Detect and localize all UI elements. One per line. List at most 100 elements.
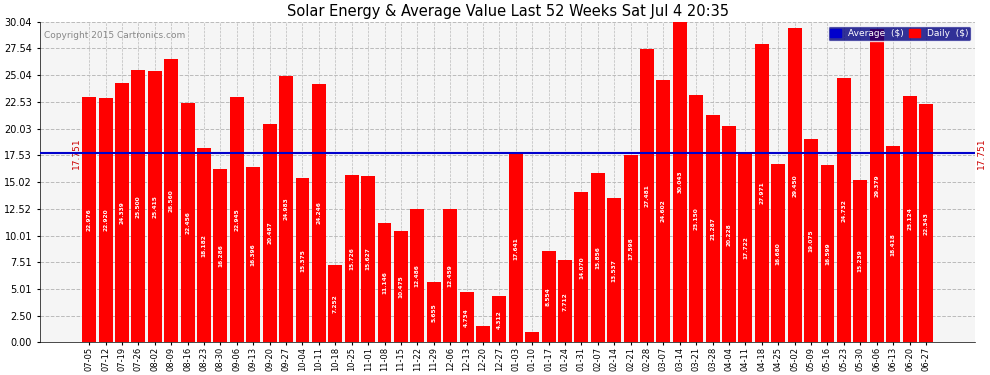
Text: 15.375: 15.375	[300, 249, 305, 272]
Text: 29.450: 29.450	[792, 174, 797, 196]
Text: 23.124: 23.124	[907, 207, 912, 230]
Bar	[377, 224, 391, 342]
Bar	[115, 82, 129, 342]
Text: 24.602: 24.602	[661, 200, 666, 222]
Text: 25.415: 25.415	[152, 195, 157, 218]
Text: 20.228: 20.228	[727, 223, 732, 246]
Bar	[262, 124, 276, 342]
Bar	[394, 231, 408, 342]
Bar	[673, 22, 687, 342]
Bar	[689, 95, 703, 342]
Bar	[574, 192, 588, 342]
Bar	[706, 115, 720, 342]
Text: 22.976: 22.976	[87, 209, 92, 231]
Bar	[542, 251, 555, 342]
Bar	[459, 292, 473, 342]
Text: 10.475: 10.475	[398, 275, 403, 298]
Text: 12.486: 12.486	[415, 264, 420, 287]
Bar	[295, 178, 310, 342]
Text: 18.182: 18.182	[202, 234, 207, 257]
Text: 4.734: 4.734	[464, 308, 469, 327]
Text: 7.252: 7.252	[333, 294, 338, 313]
Text: 27.481: 27.481	[644, 184, 649, 207]
Text: 11.146: 11.146	[382, 272, 387, 294]
Text: 24.339: 24.339	[120, 201, 125, 224]
Bar	[444, 209, 457, 342]
Text: 24.732: 24.732	[842, 199, 846, 222]
Text: 8.554: 8.554	[546, 287, 551, 306]
Bar	[180, 103, 195, 342]
Bar	[82, 97, 96, 342]
Bar	[788, 28, 802, 342]
Text: 24.983: 24.983	[283, 198, 288, 220]
Bar	[919, 104, 933, 342]
Bar	[345, 174, 358, 342]
Bar	[870, 29, 884, 342]
Bar	[821, 165, 835, 342]
Text: 12.459: 12.459	[447, 264, 452, 287]
Bar	[492, 296, 506, 342]
Text: 16.396: 16.396	[250, 243, 255, 266]
Legend: Average  ($), Daily  ($): Average ($), Daily ($)	[828, 26, 971, 40]
Bar	[132, 70, 146, 342]
Text: Copyright 2015 Cartronics.com: Copyright 2015 Cartronics.com	[45, 32, 185, 40]
Bar	[279, 76, 293, 342]
Bar	[361, 176, 375, 342]
Bar	[476, 326, 490, 342]
Title: Solar Energy & Average Value Last 52 Weeks Sat Jul 4 20:35: Solar Energy & Average Value Last 52 Wee…	[286, 4, 729, 19]
Bar	[99, 98, 113, 342]
Text: 15.627: 15.627	[365, 248, 370, 270]
Text: 30.043: 30.043	[677, 171, 682, 194]
Text: 17.751: 17.751	[71, 137, 80, 169]
Bar	[214, 168, 228, 342]
Bar	[526, 332, 540, 342]
Bar	[312, 84, 326, 342]
Text: 26.560: 26.560	[168, 189, 173, 212]
Bar	[247, 167, 260, 342]
Text: 15.726: 15.726	[349, 247, 354, 270]
Bar	[886, 146, 900, 342]
Bar	[509, 154, 523, 342]
Text: 22.456: 22.456	[185, 211, 190, 234]
Text: 16.286: 16.286	[218, 244, 223, 267]
Bar	[197, 148, 211, 342]
Text: 23.150: 23.150	[694, 207, 699, 230]
Bar	[624, 154, 638, 342]
Text: 20.487: 20.487	[267, 222, 272, 245]
Text: 25.500: 25.500	[136, 195, 141, 217]
Bar	[739, 153, 752, 342]
Text: 29.379: 29.379	[874, 174, 879, 197]
Text: 18.418: 18.418	[891, 232, 896, 255]
Text: 4.312: 4.312	[497, 310, 502, 329]
Bar	[656, 80, 670, 342]
Bar	[230, 98, 244, 342]
Text: 17.598: 17.598	[628, 237, 634, 260]
Bar	[164, 59, 178, 342]
Text: 17.722: 17.722	[742, 236, 748, 259]
Bar	[804, 139, 818, 342]
Text: 22.945: 22.945	[235, 209, 240, 231]
Text: 19.075: 19.075	[809, 229, 814, 252]
Bar	[903, 96, 917, 342]
Text: 27.971: 27.971	[759, 182, 764, 204]
Bar	[427, 282, 441, 342]
Bar	[722, 126, 736, 342]
Bar	[410, 209, 425, 342]
Text: 17.641: 17.641	[513, 237, 519, 260]
Bar	[755, 44, 769, 342]
Text: 7.712: 7.712	[562, 292, 567, 310]
Text: 16.680: 16.680	[776, 242, 781, 265]
Bar	[641, 49, 654, 342]
Bar	[771, 164, 785, 342]
Bar	[591, 173, 605, 342]
Text: 15.856: 15.856	[595, 246, 600, 269]
Text: 22.343: 22.343	[924, 212, 929, 235]
Text: 13.537: 13.537	[612, 259, 617, 282]
Bar	[853, 180, 867, 342]
Text: 15.239: 15.239	[857, 250, 863, 273]
Bar	[148, 71, 161, 342]
Text: 24.246: 24.246	[317, 201, 322, 224]
Text: 5.655: 5.655	[432, 303, 437, 322]
Bar	[837, 78, 850, 342]
Text: 22.920: 22.920	[103, 209, 108, 231]
